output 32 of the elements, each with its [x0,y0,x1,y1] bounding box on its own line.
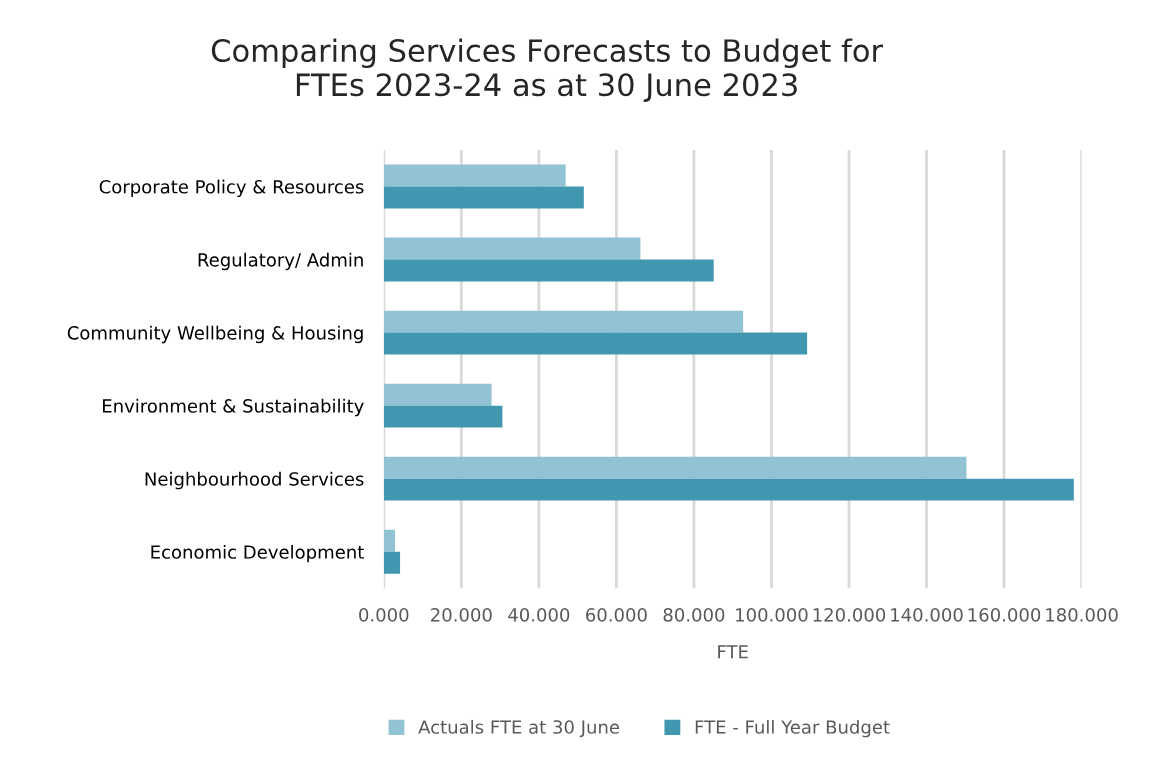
bar [383,332,808,355]
y-tick-label: Corporate Policy & Resources [99,179,364,198]
bar [383,164,566,187]
x-tick-label: 80.000 [663,608,725,622]
x-tick-label: 100.000 [736,608,808,622]
bar [383,456,967,479]
x-axis-title: FTE [718,645,748,659]
legend-label: Actuals FTE at 30 June [418,719,620,738]
bar [383,551,401,574]
x-tick-label: 180.000 [1046,608,1118,622]
bar [383,186,584,209]
bar [383,405,503,428]
x-tick-label: 160.000 [968,608,1041,622]
legend-label: FTE - Full Year Budget [695,719,890,738]
x-tick-label: 40.000 [508,608,570,622]
y-tick-label: Community Wellbeing & Housing [67,325,363,344]
bar [383,383,492,406]
y-tick-label: Neighbourhood Services [145,471,364,490]
chart-title: Comparing Services Forecasts to Budget for FTEs 2023-24 as at 30 June 2023 [211,38,884,102]
y-tick-label: Environment & Sustainability [103,398,364,417]
bar [383,529,396,552]
x-tick-label: 120.000 [813,608,886,622]
x-tick-label: 20.000 [431,608,492,622]
x-tick-label: 60.000 [586,608,647,622]
bar [383,310,744,333]
x-tick-label: 0.000 [359,608,409,622]
bar [383,259,714,282]
y-tick-label: Economic Development [151,544,364,563]
y-tick-label: Regulatory/ Admin [198,252,363,271]
x-tick-label: 140.000 [891,608,963,622]
bar [383,478,1074,501]
bar [383,237,641,260]
